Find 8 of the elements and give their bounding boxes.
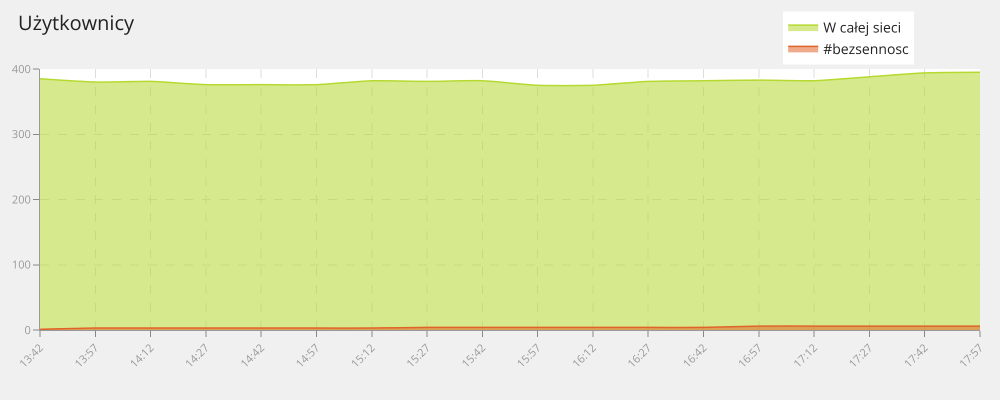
y-tick-label: 200 [12, 192, 31, 208]
y-tick-label: 400 [12, 62, 31, 77]
y-tick-label: 0 [24, 322, 31, 338]
y-tick-label: 300 [12, 127, 31, 142]
legend-label: W całej sieci [823, 18, 902, 38]
chart-title: Użytkownicy [18, 9, 136, 36]
y-tick-label: 100 [12, 258, 31, 273]
legend-label: #bezsennosc [823, 40, 910, 59]
